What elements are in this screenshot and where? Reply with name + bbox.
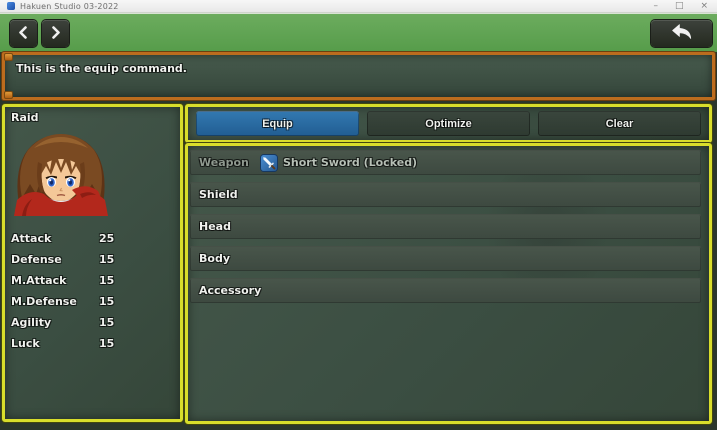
stat-label: Luck	[11, 337, 40, 350]
help-message-text: This is the equip command.	[16, 62, 187, 75]
equip-slots-panel: Weapon Short Sword (Locked) Shield	[185, 143, 712, 424]
slot-label: Head	[199, 220, 231, 233]
character-status-panel: Raid	[2, 104, 183, 422]
stat-row-mattack: M.Attack 15	[11, 270, 174, 291]
equip-command-panel: Equip Optimize Clear	[185, 104, 712, 143]
stat-value: 15	[99, 337, 115, 350]
back-button[interactable]	[10, 20, 37, 47]
stat-value: 25	[99, 232, 115, 245]
window-title: Hakuen Studio 03-2022	[20, 1, 119, 11]
stat-value: 15	[99, 295, 115, 308]
slot-item: Short Sword (Locked)	[260, 153, 418, 172]
stat-row-mdefense: M.Defense 15	[11, 291, 174, 312]
stat-label: Defense	[11, 253, 62, 266]
minimize-icon[interactable]: –	[653, 0, 658, 11]
slot-row-weapon[interactable]: Weapon Short Sword (Locked)	[190, 150, 701, 175]
maximize-icon[interactable]: □	[674, 0, 684, 11]
app-icon	[7, 2, 15, 10]
forward-button[interactable]	[42, 20, 69, 47]
stat-value: 15	[99, 274, 115, 287]
stat-value: 15	[99, 316, 115, 329]
header-band	[0, 13, 717, 52]
tab-clear[interactable]: Clear	[538, 111, 701, 136]
sword-icon	[260, 153, 278, 172]
stats-list: Attack 25 Defense 15 M.Attack 15 M.Defen…	[11, 228, 174, 354]
stat-row-defense: Defense 15	[11, 249, 174, 270]
stat-label: M.Defense	[11, 295, 77, 308]
slot-label: Shield	[199, 188, 238, 201]
character-name: Raid	[11, 111, 39, 124]
stat-row-agility: Agility 15	[11, 312, 174, 333]
stat-row-attack: Attack 25	[11, 228, 174, 249]
tab-optimize[interactable]: Optimize	[367, 111, 530, 136]
slot-label: Body	[199, 252, 230, 265]
slot-label: Accessory	[199, 284, 262, 297]
message-handle-bottom[interactable]	[4, 91, 13, 99]
slot-row-shield[interactable]: Shield	[190, 182, 701, 207]
tab-equip[interactable]: Equip	[196, 111, 359, 136]
titlebar: Hakuen Studio 03-2022 – □ ×	[0, 0, 717, 13]
slot-item-name: Short Sword (Locked)	[283, 156, 418, 169]
character-portrait	[14, 134, 108, 216]
message-handle-top[interactable]	[4, 53, 13, 61]
slot-row-body[interactable]: Body	[190, 246, 701, 271]
return-button[interactable]	[651, 20, 712, 47]
help-message-box: This is the equip command.	[2, 52, 715, 100]
stat-label: Agility	[11, 316, 52, 329]
chevron-left-icon	[18, 24, 29, 43]
stat-row-luck: Luck 15	[11, 333, 174, 354]
stat-label: Attack	[11, 232, 52, 245]
undo-arrow-icon	[670, 23, 694, 44]
stat-label: M.Attack	[11, 274, 67, 287]
slot-row-accessory[interactable]: Accessory	[190, 278, 701, 303]
close-icon[interactable]: ×	[700, 0, 708, 11]
window-controls: – □ ×	[653, 0, 708, 13]
slot-label: Weapon	[199, 156, 249, 169]
equip-slot-list: Weapon Short Sword (Locked) Shield	[188, 146, 709, 421]
slot-row-head[interactable]: Head	[190, 214, 701, 239]
stat-value: 15	[99, 253, 115, 266]
chevron-right-icon	[50, 24, 61, 43]
